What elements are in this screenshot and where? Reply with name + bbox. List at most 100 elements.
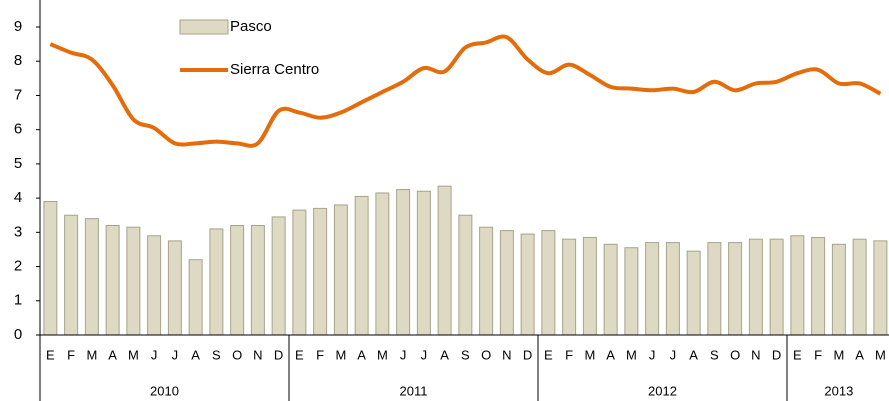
- legend-label: Sierra Centro: [230, 61, 319, 78]
- x-tick-label: A: [440, 347, 449, 362]
- x-tick-label: J: [172, 347, 179, 362]
- bar: [624, 247, 639, 336]
- bar: [520, 233, 535, 336]
- x-tick-label: N: [502, 347, 511, 362]
- x-tick-label: A: [855, 347, 864, 362]
- x-tick-label: J: [421, 347, 428, 362]
- x-tick-label: O: [232, 347, 242, 362]
- x-tick-label: N: [253, 347, 262, 362]
- bar: [603, 243, 618, 336]
- x-tick-label: E: [295, 347, 304, 362]
- bar: [43, 201, 58, 336]
- bar: [209, 228, 224, 336]
- bar: [790, 235, 805, 336]
- bar: [499, 230, 514, 336]
- bar: [292, 209, 307, 336]
- x-tick-label: A: [108, 347, 117, 362]
- bar: [665, 242, 680, 336]
- bar: [645, 242, 660, 336]
- bar: [728, 242, 743, 336]
- bar: [250, 224, 265, 336]
- year-label: 2013: [824, 383, 853, 398]
- y-tick-label: 1: [14, 292, 22, 309]
- bar: [748, 238, 763, 336]
- bar: [105, 224, 120, 336]
- x-tick-label: D: [772, 347, 781, 362]
- bar: [458, 214, 473, 336]
- x-tick-label: J: [649, 347, 656, 362]
- bar: [437, 185, 452, 336]
- year-label: 2011: [400, 383, 428, 398]
- x-tick-label: N: [751, 347, 760, 362]
- x-tick-label: O: [730, 347, 740, 362]
- x-tick-label: M: [626, 347, 637, 362]
- y-tick-label: 6: [14, 121, 22, 138]
- bar: [396, 189, 411, 336]
- bar: [873, 240, 888, 336]
- bar: [375, 192, 390, 336]
- bar: [230, 224, 245, 336]
- x-tick-label: A: [191, 347, 200, 362]
- bar: [707, 242, 722, 336]
- y-tick-label: 7: [14, 86, 22, 103]
- bar: [147, 235, 162, 336]
- x-tick-label: M: [584, 347, 595, 362]
- x-tick-label: D: [523, 347, 532, 362]
- x-tick-label: S: [212, 347, 221, 362]
- x-tick-label: E: [544, 347, 553, 362]
- bar: [313, 207, 328, 336]
- x-tick-label: J: [151, 347, 158, 362]
- year-label: 2012: [648, 383, 677, 398]
- line: [49, 34, 882, 148]
- bar: [541, 230, 556, 336]
- y-tick-label: 4: [14, 189, 22, 206]
- bar: [811, 236, 826, 336]
- bar: [582, 236, 597, 336]
- x-tick-label: A: [357, 347, 366, 362]
- bar: [271, 216, 286, 336]
- x-tick-label: M: [875, 347, 886, 362]
- legend-swatch: [179, 19, 229, 35]
- y-tick-label: 0: [14, 326, 22, 343]
- x-tick-label: A: [606, 347, 615, 362]
- bar: [333, 204, 348, 336]
- y-tick-label: 2: [14, 258, 22, 275]
- x-tick-label: J: [400, 347, 407, 362]
- bar: [126, 226, 141, 336]
- x-tick-label: E: [46, 347, 55, 362]
- x-tick-label: F: [316, 347, 324, 362]
- y-tick-label: 9: [14, 18, 22, 35]
- bar: [831, 243, 846, 336]
- bar: [167, 240, 182, 336]
- bar: [188, 259, 203, 336]
- x-tick-label: S: [461, 347, 470, 362]
- y-tick-label: 8: [14, 52, 22, 69]
- bar: [769, 238, 784, 336]
- x-tick-label: F: [565, 347, 573, 362]
- x-tick-label: M: [833, 347, 844, 362]
- x-tick-label: E: [793, 347, 802, 362]
- bar: [686, 250, 701, 336]
- x-tick-label: O: [481, 347, 491, 362]
- x-tick-label: A: [689, 347, 698, 362]
- y-tick-label: 3: [14, 223, 22, 240]
- bar: [479, 226, 494, 336]
- x-tick-label: D: [274, 347, 283, 362]
- bar: [354, 195, 369, 336]
- x-tick-label: F: [814, 347, 822, 362]
- year-label: 2010: [150, 383, 179, 398]
- bar: [852, 238, 867, 336]
- bar: [64, 214, 79, 336]
- bar: [562, 238, 577, 336]
- x-tick-label: J: [670, 347, 677, 362]
- x-tick-label: M: [335, 347, 346, 362]
- x-tick-label: S: [710, 347, 719, 362]
- legend-label: Pasco: [230, 18, 272, 35]
- x-tick-label: M: [128, 347, 139, 362]
- x-tick-label: M: [86, 347, 97, 362]
- bar: [84, 218, 99, 336]
- x-tick-label: F: [67, 347, 75, 362]
- bar: [416, 190, 431, 336]
- x-tick-label: M: [377, 347, 388, 362]
